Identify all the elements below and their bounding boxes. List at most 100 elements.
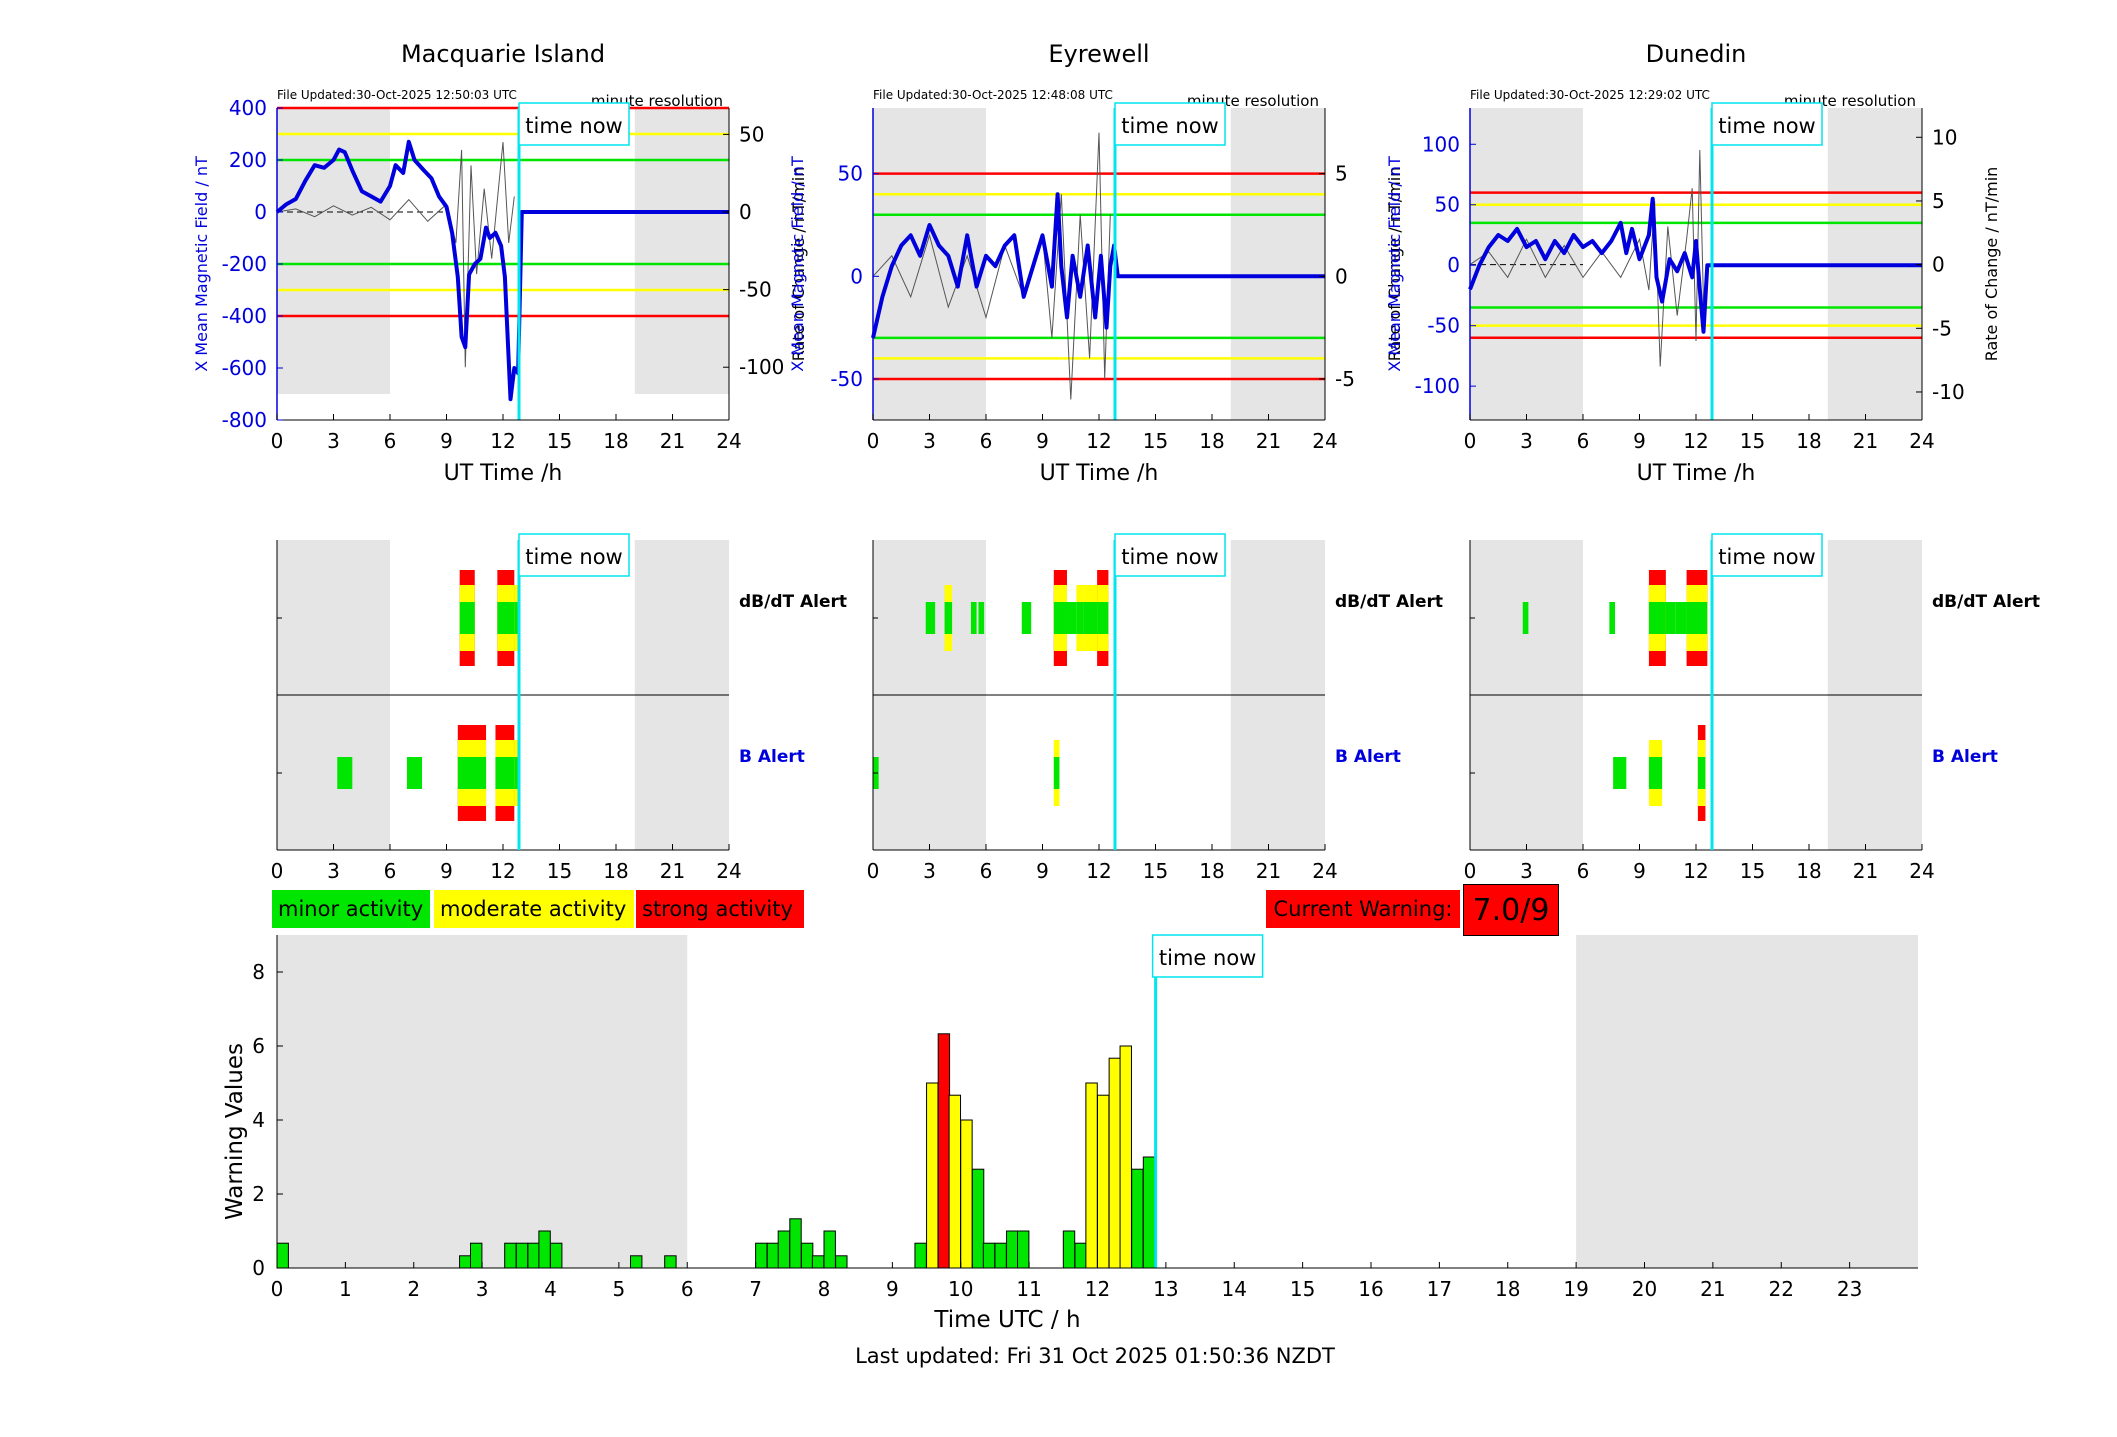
warning-bar (835, 1255, 848, 1269)
warning-bar (629, 1255, 643, 1269)
x-tick-label: 0 (867, 859, 880, 883)
x-tick-label: 9 (1633, 859, 1646, 883)
warning-bar (664, 1255, 677, 1269)
warning-bar (994, 1242, 1007, 1269)
night-shading (277, 935, 688, 1268)
y-tick-label: -800 (222, 408, 267, 432)
legend-strong-activity: strong activity (636, 890, 804, 928)
x-tick-label: 12 (1085, 1277, 1110, 1301)
x-tick-label: 3 (923, 429, 936, 453)
x-tick-label: 12 (1683, 859, 1708, 883)
x-tick-label: 7 (749, 1277, 762, 1301)
warning-bar (766, 1242, 780, 1269)
station-title: Dunedin (1646, 40, 1747, 68)
warning-bar (1097, 1094, 1110, 1269)
warning-bar (527, 1242, 540, 1269)
y-axis-label: X Mean Magnetic Field / nT (192, 156, 211, 372)
x-tick-label: 24 (1312, 429, 1337, 453)
alert-panel-1: time now dB/dT Alert B Alert 0 3 6 9 12 15 18 21 24 (867, 533, 1443, 883)
x-tick-label: 10 (948, 1277, 973, 1301)
x-tick-label: 11 (1016, 1277, 1041, 1301)
y-tick-label: 50 (1435, 193, 1460, 217)
x-tick-label: 15 (1740, 859, 1765, 883)
night-shading (1470, 108, 1583, 420)
current-warning-value: 7.0/9 (1463, 884, 1559, 936)
x-tick-label: 17 (1427, 1277, 1452, 1301)
field-series-line (871, 192, 1325, 339)
legend-moderate-activity: moderate activity (434, 890, 634, 928)
x-tick-label: 3 (1520, 859, 1533, 883)
warning-bar (1108, 1057, 1122, 1269)
file-updated-text: File Updated:30-Oct-2025 12:29:02 UTC (1470, 88, 1710, 102)
x-tick-label: 9 (1036, 429, 1049, 453)
x-tick-label: 18 (1796, 429, 1821, 453)
x-tick-label: 20 (1632, 1277, 1657, 1301)
night-shading (873, 108, 986, 420)
x-tick-label: 24 (716, 429, 741, 453)
x-tick-label: 24 (1909, 859, 1934, 883)
x-axis-label: UT Time /h (1040, 461, 1159, 486)
b-alert-label: B Alert (739, 747, 805, 767)
x-tick-label: 21 (660, 429, 685, 453)
warning-bar (755, 1242, 768, 1269)
alert-bar-minor (514, 602, 520, 634)
warning-bar (504, 1242, 517, 1269)
x-tick-label: 18 (1199, 429, 1224, 453)
alert-bar-minor (978, 602, 985, 634)
warning-bar (1085, 1082, 1098, 1269)
station-title: Eyrewell (1048, 40, 1149, 68)
alert-panel-0: time now dB/dT Alert B Alert 0 3 6 9 12 15 18 21 24 (271, 533, 847, 883)
x-tick-label: 18 (603, 429, 628, 453)
x-tick-label: 3 (327, 859, 340, 883)
x-tick-label: 23 (1837, 1277, 1862, 1301)
y-tick-label: -400 (222, 304, 267, 328)
x-tick-label: 12 (1086, 859, 1111, 883)
warning-bar (914, 1242, 927, 1269)
alert-bar-minor (1076, 602, 1084, 634)
warning-bar (789, 1218, 802, 1269)
x-tick-label: 1 (339, 1277, 352, 1301)
y2-tick-label: -5 (1932, 316, 1952, 340)
warning-bar (1006, 1230, 1019, 1269)
time-now-label: time now (1718, 545, 1815, 569)
time-now-box (1711, 102, 1823, 146)
dbdt-alert-label: dB/dT Alert (1932, 592, 2040, 612)
night-shading (277, 108, 390, 394)
x-tick-label: 0 (271, 1277, 284, 1301)
x-tick-label: 0 (867, 429, 880, 453)
y-axis-label: X Mean Magnetic Field / nT (1385, 156, 1404, 372)
y-tick-label: -200 (222, 252, 267, 276)
night-shading (1230, 108, 1325, 420)
alert-bar-minor (1083, 602, 1098, 634)
x-tick-label: 6 (384, 859, 397, 883)
time-now-label: time now (525, 114, 622, 138)
dbdt-alert-label: dB/dT Alert (739, 592, 847, 612)
b-alert-label: B Alert (1932, 747, 1998, 767)
x-tick-label: 3 (327, 429, 340, 453)
alert-bar-minor (459, 602, 475, 634)
x-tick-label: 15 (1740, 429, 1765, 453)
x-tick-label: 6 (1577, 429, 1590, 453)
warning-bar (1074, 1242, 1087, 1269)
x-tick-label: 16 (1358, 1277, 1383, 1301)
x-axis-label: UT Time /h (1637, 461, 1756, 486)
y-tick-label: -100 (1415, 374, 1460, 398)
warning-bar (1142, 1156, 1156, 1269)
alert-bar-minor (1613, 757, 1627, 789)
warning-bar (538, 1230, 551, 1269)
x-tick-label: 15 (1290, 1277, 1315, 1301)
alert-bar-minor (337, 757, 353, 789)
x-tick-label: 24 (1312, 859, 1337, 883)
x-tick-label: 3 (923, 859, 936, 883)
x-tick-label: 12 (1086, 429, 1111, 453)
night-shading (1576, 935, 1918, 1268)
station-panel-1: Eyrewell File Updated:30-Oct-2025 12:48:0… (788, 40, 1404, 486)
x-tick-label: 21 (1256, 429, 1281, 453)
x-tick-label: 3 (1520, 429, 1533, 453)
time-now-label: time now (1159, 946, 1256, 970)
x-tick-label: 12 (490, 429, 515, 453)
time-now-box (1114, 102, 1226, 146)
y-tick-label: -50 (830, 367, 863, 391)
x-axis-label: Time UTC / h (933, 1307, 1080, 1333)
x-tick-label: 12 (490, 859, 515, 883)
